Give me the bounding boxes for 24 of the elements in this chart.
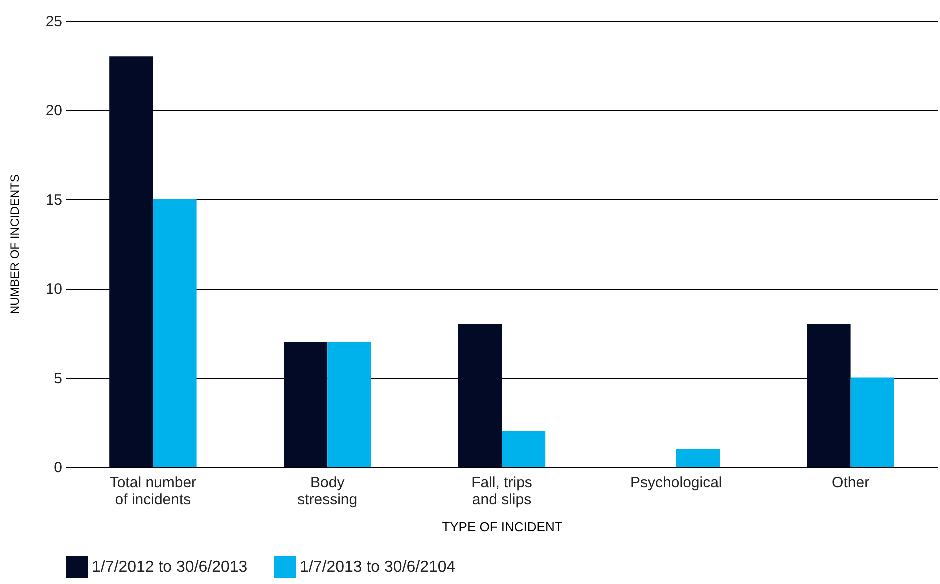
bar	[502, 431, 546, 467]
bar	[284, 342, 328, 467]
x-tick-label: Other	[832, 474, 870, 492]
bar	[458, 324, 502, 467]
y-tick-label: 15	[46, 192, 62, 209]
y-tick-label: 25	[46, 14, 62, 30]
y-tick-label: 0	[54, 460, 62, 476]
y-tick-label: 10	[46, 281, 62, 298]
x-tick-label: Fall, trips and slips	[472, 474, 532, 508]
y-tick-label: 20	[46, 102, 62, 120]
bar	[328, 342, 372, 467]
x-tick-label: Psychological	[630, 474, 722, 492]
bar	[850, 378, 894, 467]
legend-label: 1/7/2012 to 30/6/2013	[92, 559, 248, 576]
legend-label: 1/7/2013 to 30/6/2104	[300, 559, 456, 576]
x-tick-label: Total number of incidents	[110, 474, 197, 508]
bar	[153, 199, 197, 467]
x-axis-title: TYPE OF INCIDENT	[442, 520, 563, 534]
bar	[807, 324, 851, 467]
bar	[110, 56, 154, 467]
x-tick-label: Body stressing	[298, 474, 358, 508]
y-axis-title: NUMBER OF INCIDENTS	[8, 174, 22, 315]
bar	[676, 449, 720, 467]
y-tick-label: 5	[54, 370, 62, 388]
